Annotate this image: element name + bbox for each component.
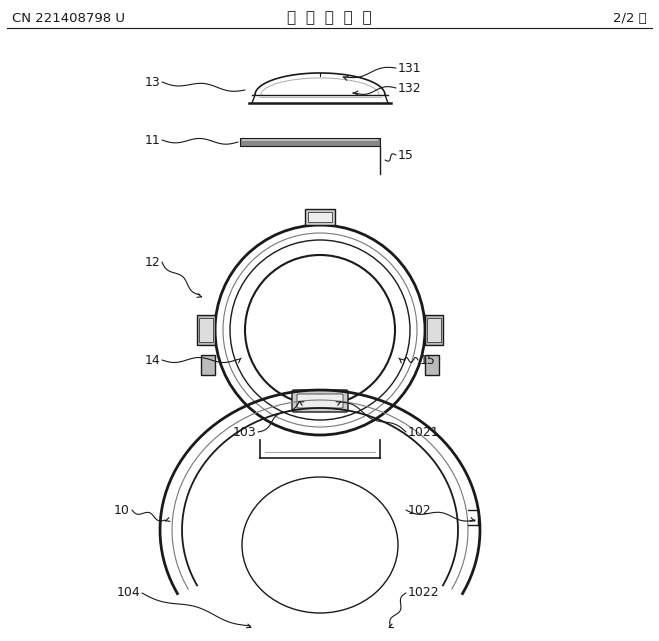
Text: 12: 12 xyxy=(144,256,160,269)
Text: 2/2 页: 2/2 页 xyxy=(614,12,647,24)
Text: 103: 103 xyxy=(232,426,256,438)
Text: 132: 132 xyxy=(398,81,422,94)
Text: 15: 15 xyxy=(420,353,436,367)
Bar xyxy=(197,315,215,345)
Bar xyxy=(201,355,215,375)
Bar xyxy=(425,315,443,345)
Text: 13: 13 xyxy=(144,76,160,88)
Bar xyxy=(427,318,441,342)
Text: 1021: 1021 xyxy=(408,426,440,438)
Text: 15: 15 xyxy=(398,149,414,162)
Text: 说  明  书  附  图: 说 明 书 附 图 xyxy=(287,10,371,26)
Bar xyxy=(308,212,332,222)
Bar xyxy=(305,209,335,225)
Bar xyxy=(199,318,213,342)
Text: 10: 10 xyxy=(114,503,130,517)
FancyBboxPatch shape xyxy=(292,390,348,412)
Bar xyxy=(425,355,439,375)
FancyBboxPatch shape xyxy=(297,394,343,408)
Text: 131: 131 xyxy=(398,62,422,74)
Text: 11: 11 xyxy=(144,133,160,147)
Text: 14: 14 xyxy=(144,353,160,367)
Text: CN 221408798 U: CN 221408798 U xyxy=(12,12,125,24)
Bar xyxy=(240,138,380,146)
Bar xyxy=(242,139,378,141)
Text: 1022: 1022 xyxy=(408,587,440,599)
Text: 102: 102 xyxy=(408,503,432,517)
Text: 104: 104 xyxy=(116,587,140,599)
